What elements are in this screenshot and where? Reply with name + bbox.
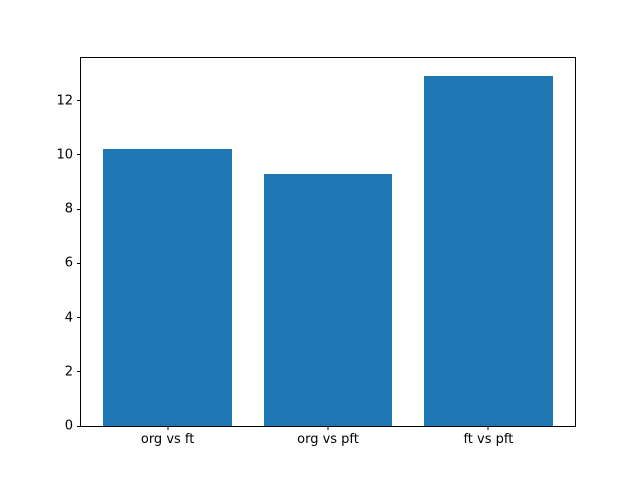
x-tick-label: ft vs pft (463, 432, 514, 447)
y-tick-mark (77, 317, 81, 319)
x-tick-mark (327, 426, 329, 430)
y-tick-mark (77, 154, 81, 156)
y-tick-label: 12 (56, 93, 73, 109)
plot-area: 0 2 4 6 8 10 12 org vs ft org vs pft ft vs pft (56, 57, 576, 446)
y-tick-label: 8 (64, 201, 73, 217)
y-tick-label: 10 (56, 147, 73, 163)
y-tick-label: 0 (64, 418, 73, 434)
x-tick-mark (167, 426, 169, 430)
y-tick-mark (77, 100, 81, 102)
y-tick-label: 2 (64, 364, 73, 380)
y-tick-label: 4 (64, 310, 73, 326)
bar (263, 173, 393, 426)
x-tick-label: org vs pft (297, 432, 359, 447)
x-tick-mark (487, 426, 489, 430)
bar (424, 76, 553, 426)
bar (103, 149, 232, 426)
y-tick-label: 6 (64, 255, 73, 271)
y-tick-mark (77, 208, 81, 210)
y-tick-mark (77, 371, 81, 373)
x-tick-label: org vs ft (140, 432, 195, 447)
y-tick-mark (77, 262, 81, 264)
y-tick-mark (77, 425, 81, 427)
